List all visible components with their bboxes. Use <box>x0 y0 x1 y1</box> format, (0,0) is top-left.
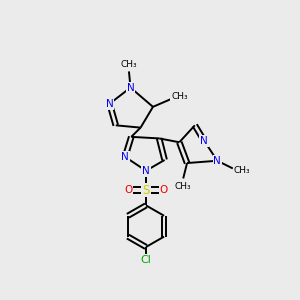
Text: CH₃: CH₃ <box>121 60 137 69</box>
Text: CH₃: CH₃ <box>175 182 191 191</box>
Text: N: N <box>213 156 221 166</box>
Text: O: O <box>124 185 132 195</box>
Text: N: N <box>142 166 150 176</box>
Text: N: N <box>106 99 113 109</box>
Text: S: S <box>142 184 150 196</box>
Text: Cl: Cl <box>141 255 152 265</box>
Text: N: N <box>121 152 129 162</box>
Text: CH₃: CH₃ <box>234 166 250 175</box>
Text: O: O <box>160 185 168 195</box>
Text: N: N <box>200 136 208 146</box>
Text: CH₃: CH₃ <box>171 92 188 100</box>
Text: N: N <box>127 82 134 93</box>
